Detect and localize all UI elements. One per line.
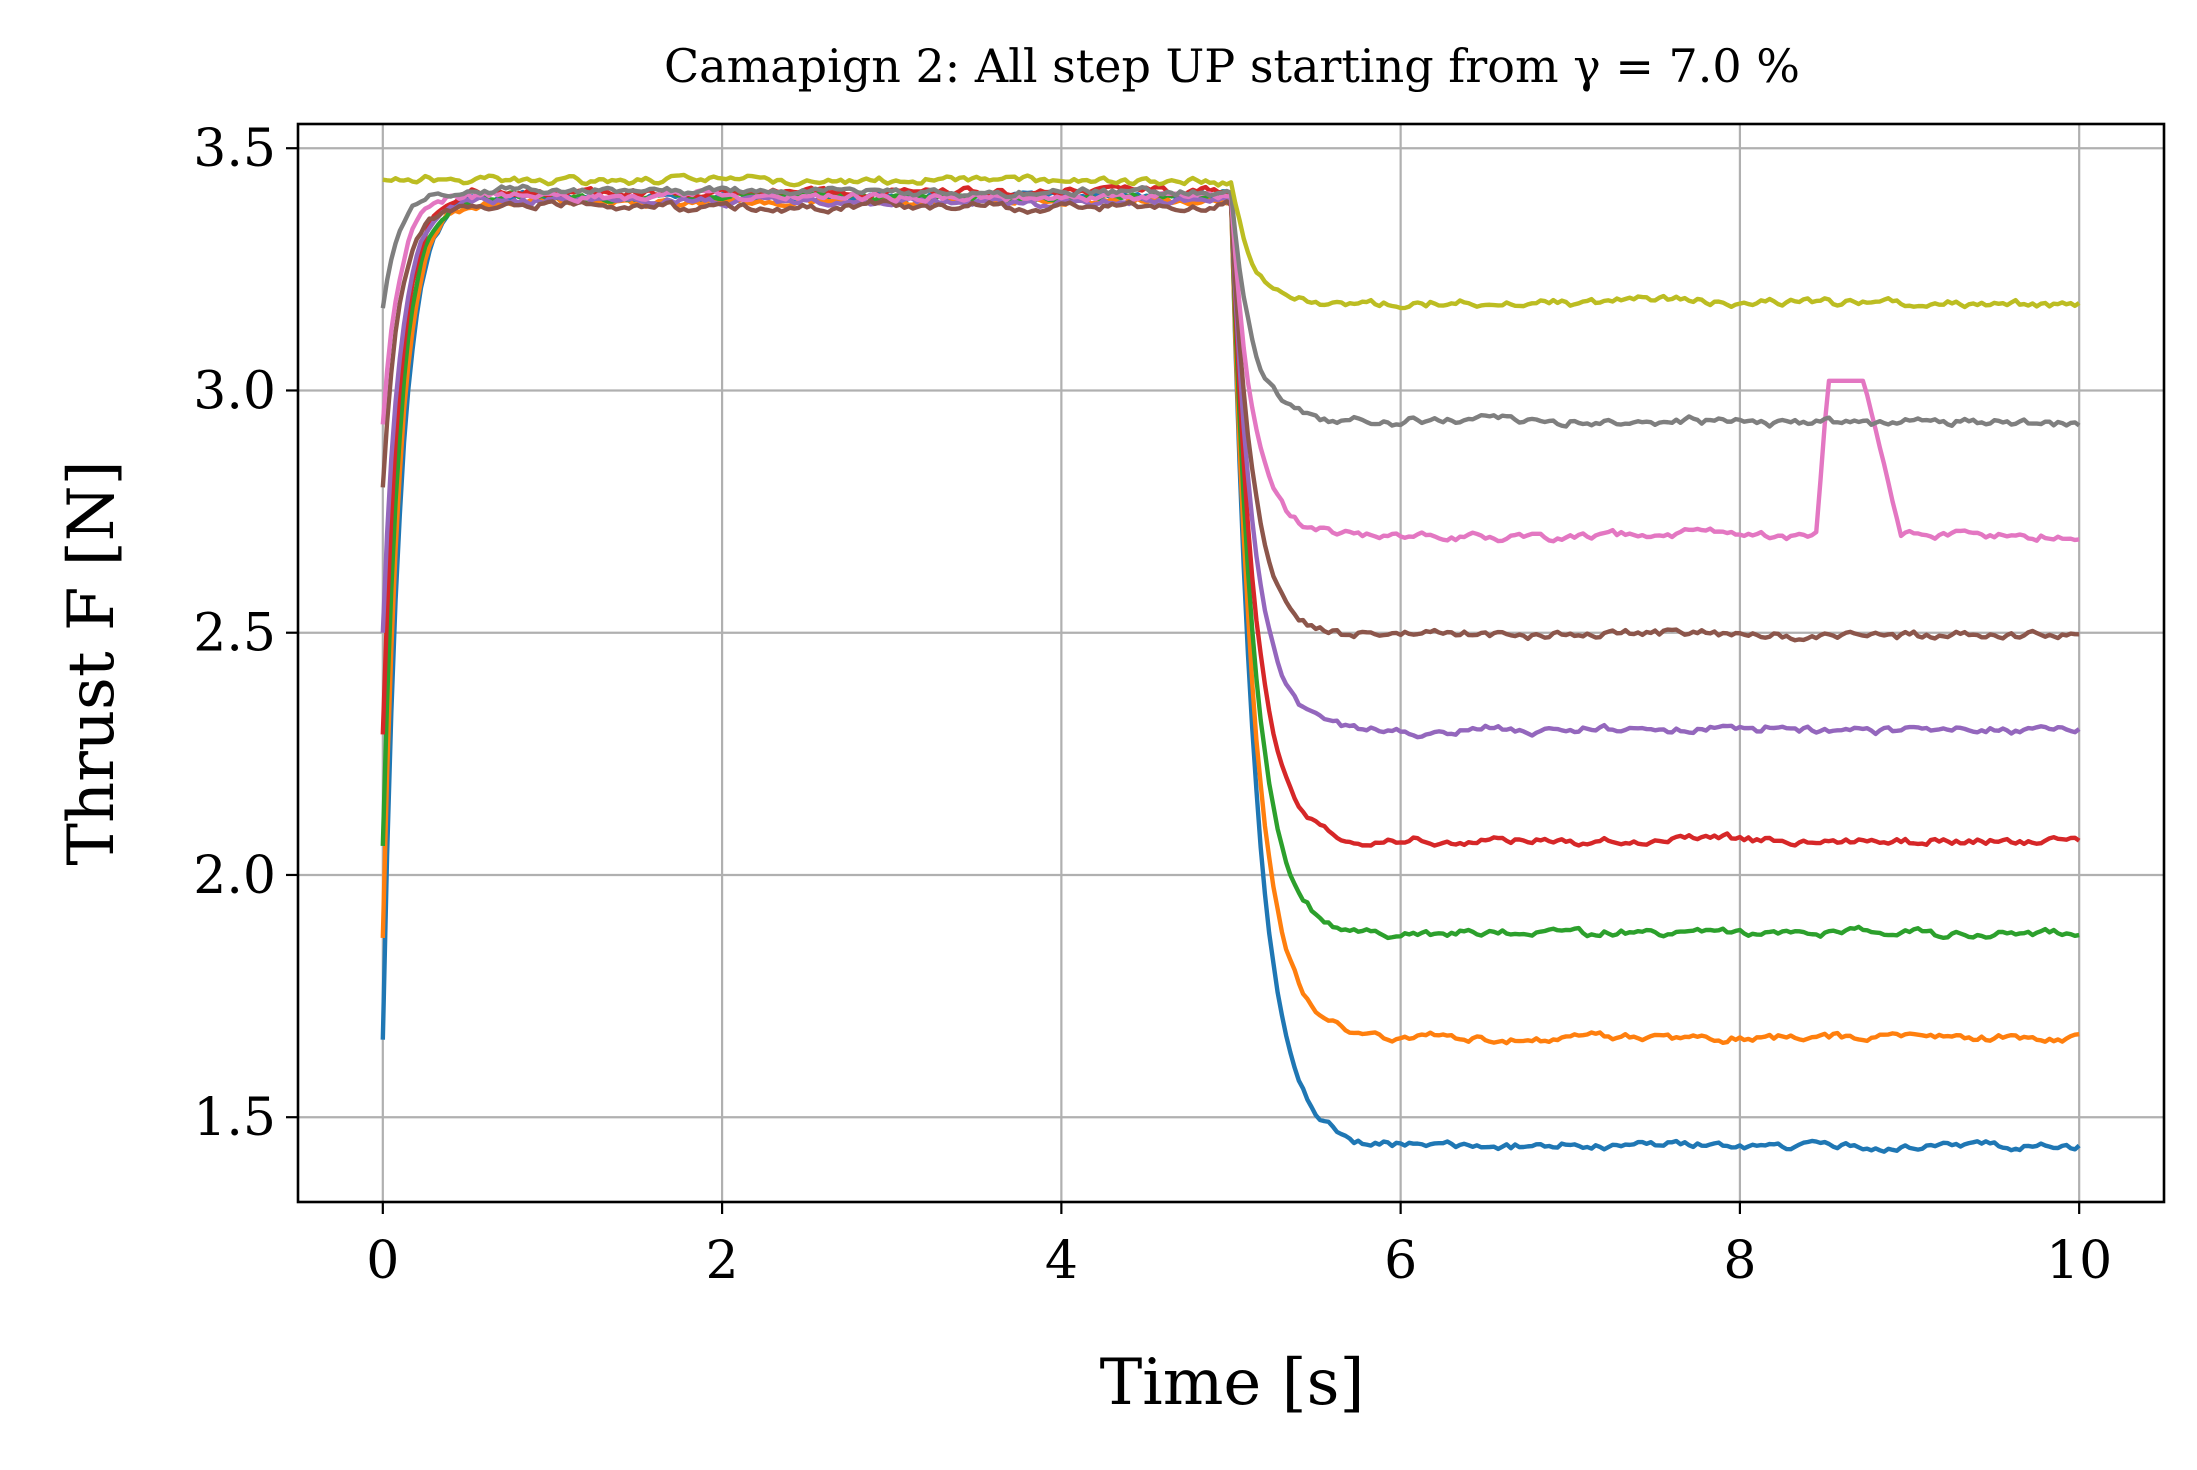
x-tick-label: 0: [366, 1231, 399, 1291]
x-tick-label: 8: [1723, 1231, 1756, 1291]
x-tick-label: 2: [706, 1231, 739, 1291]
chart-title: Camapign 2: All step UP starting from γ …: [664, 39, 1800, 93]
y-tick-label: 1.5: [193, 1088, 276, 1148]
x-tick-label: 6: [1384, 1231, 1417, 1291]
series-group: [380, 172, 2081, 1154]
x-tick-label: 10: [2046, 1231, 2112, 1291]
y-tick-label: 3.5: [193, 119, 276, 179]
axis-ticks: 0 2 4 6 8 10 1.5 2.0 2.5 3.0 3.5: [193, 119, 2112, 1291]
x-axis-label: Time [s]: [1100, 1346, 1365, 1420]
y-axis-label: Thrust F [N]: [55, 460, 129, 865]
plot-frame: [296, 122, 2166, 1204]
x-tick-label: 4: [1045, 1231, 1078, 1291]
y-tick-label: 3.0: [193, 361, 276, 421]
y-tick-label: 2.0: [193, 846, 276, 906]
series-line: [382, 172, 2081, 311]
y-tick-label: 2.5: [193, 604, 276, 664]
